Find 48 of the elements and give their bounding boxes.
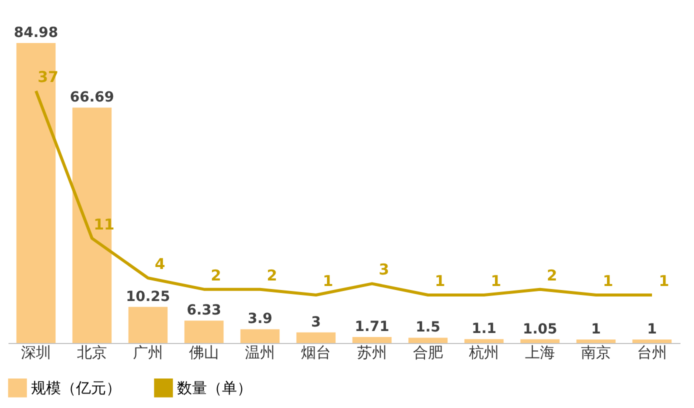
x-tick-label: 杭州 <box>468 344 499 362</box>
x-tick-label: 烟台 <box>301 344 331 362</box>
bar <box>128 306 168 343</box>
legend-label: 规模（亿元） <box>31 378 121 397</box>
data-label: 1 <box>658 272 670 290</box>
x-tick-label: 佛山 <box>189 344 219 362</box>
bar <box>16 43 56 343</box>
x-tick-label: 合肥 <box>413 344 443 362</box>
data-label: 6.33 <box>186 302 222 319</box>
x-tick-label: 深圳 <box>21 344 51 362</box>
x-tick-label: 上海 <box>525 344 555 362</box>
x-tick-label: 温州 <box>245 344 275 362</box>
data-label: 1.5 <box>416 320 440 336</box>
data-label: 1.05 <box>522 321 558 338</box>
x-tick-label: 苏州 <box>357 344 387 362</box>
data-label: 84.98 <box>14 25 58 41</box>
data-label: 1.1 <box>472 321 496 338</box>
data-label: 10.25 <box>126 288 170 305</box>
legend-label: 数量（单） <box>177 378 252 397</box>
data-label: 1 <box>602 272 614 290</box>
data-label: 2 <box>210 266 222 284</box>
x-tick-label: 南京 <box>581 344 611 362</box>
x-tick-label: 台州 <box>637 344 667 362</box>
data-label: 1 <box>322 272 334 290</box>
bar <box>520 339 560 343</box>
data-label: 1 <box>490 272 502 290</box>
bar <box>184 320 224 343</box>
bar <box>408 338 448 343</box>
data-label: 3 <box>378 260 390 279</box>
bar <box>464 339 504 343</box>
bar <box>576 339 616 343</box>
data-label: 4 <box>154 255 166 273</box>
x-tick-label: 北京 <box>77 344 107 362</box>
data-label: 1.71 <box>354 318 390 335</box>
bar <box>72 108 112 343</box>
bar <box>632 339 672 343</box>
data-label: 1 <box>434 272 446 290</box>
data-label: 3 <box>311 314 321 330</box>
data-label: 2 <box>546 266 558 284</box>
x-tick-label: 广州 <box>133 344 163 362</box>
data-label: 66.69 <box>70 90 114 106</box>
data-label: 1 <box>591 321 601 338</box>
bar <box>296 332 336 343</box>
bar <box>240 329 280 343</box>
data-label: 3.9 <box>248 311 272 328</box>
bar <box>352 336 392 343</box>
data-label: 2 <box>266 266 278 284</box>
data-label: 1 <box>647 321 657 338</box>
